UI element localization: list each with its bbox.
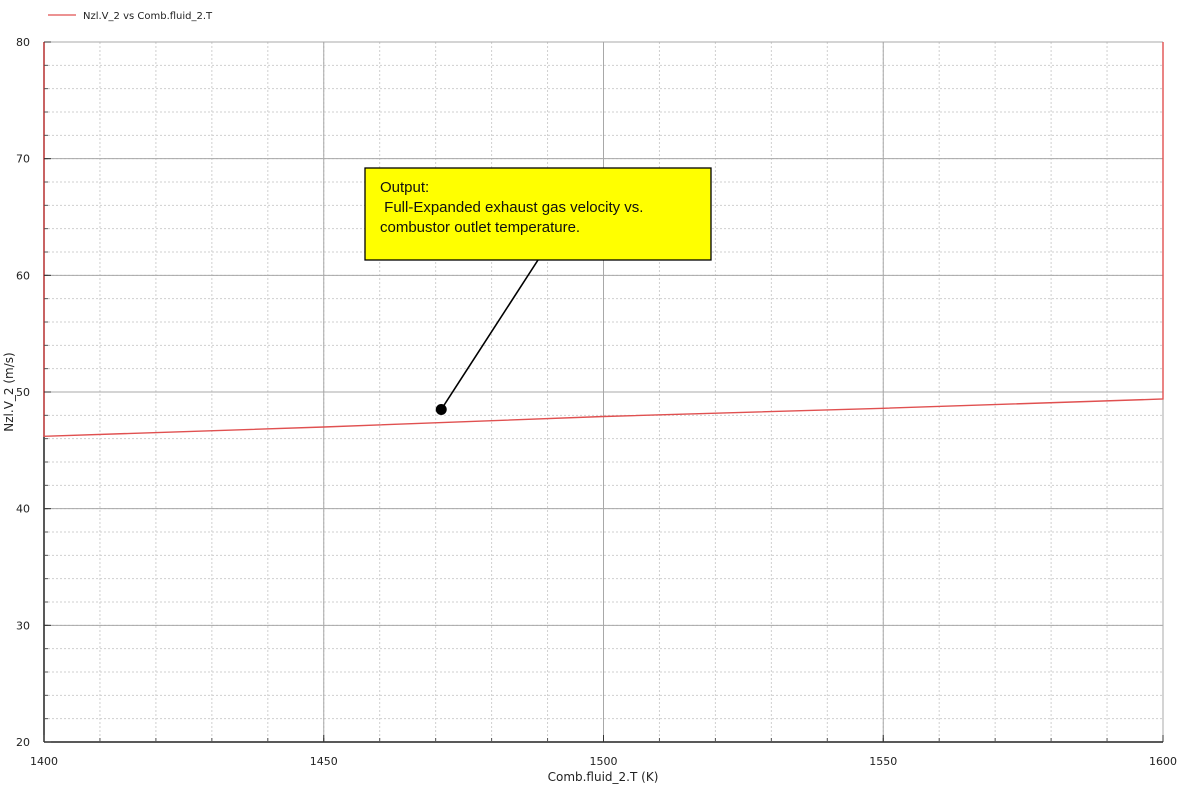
series-layer — [43, 42, 1164, 438]
annotation-line-3: combustor outlet temperature. — [380, 219, 580, 236]
annotation-line-1: Output: — [380, 179, 429, 196]
y-tick-label: 20 — [16, 736, 30, 749]
x-tick-label: 1400 — [30, 755, 58, 768]
annotation-box — [364, 167, 712, 261]
y-tick-label: 80 — [16, 36, 30, 49]
y-tick-label: 70 — [16, 153, 30, 166]
x-axis-title: Comb.fluid_2.T (K) — [548, 770, 659, 784]
legend-entry: Nzl.V_2 vs Comb.fluid_2.T — [83, 11, 213, 22]
callout-target-dot — [435, 404, 447, 415]
annotation-line-2: Full-Expanded exhaust gas velocity vs. — [380, 199, 643, 216]
legend: Nzl.V_2 vs Comb.fluid_2.T — [48, 11, 213, 22]
annotation-callout: Output: Full-Expanded exhaust gas veloci… — [364, 167, 712, 415]
y-tick-label: 40 — [16, 503, 30, 516]
series-line — [43, 42, 1164, 438]
x-tick-label: 1450 — [310, 755, 338, 768]
y-tick-label: 50 — [16, 386, 30, 399]
y-tick-label: 60 — [16, 269, 30, 282]
x-tick-label: 1600 — [1149, 755, 1177, 768]
y-tick-label: 30 — [16, 619, 30, 632]
x-tick-label: 1550 — [869, 755, 897, 768]
tick-layer: 1400 1450 1500 1550 1600 20 30 40 50 60 70 80 — [16, 36, 1177, 768]
x-tick-label: 1500 — [590, 755, 618, 768]
y-axis-title: Nzl.V_2 (m/s) — [2, 352, 16, 431]
callout-leader-line — [440, 259, 539, 410]
